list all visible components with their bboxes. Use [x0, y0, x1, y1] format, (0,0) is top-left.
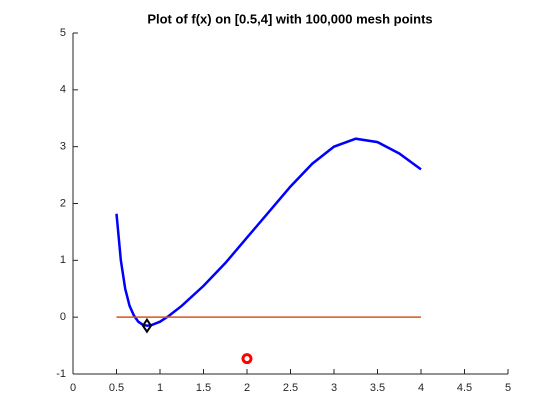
curve: [115, 137, 422, 327]
x-tick-label: 1.5: [196, 382, 211, 394]
x-tick-label: 0: [70, 382, 76, 394]
x-tick-label: 3.5: [370, 382, 385, 394]
x-tick-label: 0.5: [109, 382, 124, 394]
x-tick-label: 2.5: [283, 382, 298, 394]
minimum-marker: [141, 317, 153, 334]
x-tick-label: 4: [418, 382, 424, 394]
y-tick-label: 5: [60, 27, 66, 39]
y-tick-label: 1: [60, 254, 66, 266]
point-marker: [241, 353, 253, 365]
x-tick-label: 2: [244, 382, 250, 394]
y-tick-label: 0: [60, 311, 66, 323]
x-tick-label: 4.5: [457, 382, 472, 394]
x-tick-label: 5: [505, 382, 511, 394]
y-tick-label: 4: [60, 84, 66, 96]
x-tick-label: 3: [331, 382, 337, 394]
y-tick-label: 3: [60, 141, 66, 153]
y-tick-label: -1: [56, 368, 66, 380]
x-tick-label: 1: [157, 382, 163, 394]
y-tick-label: 2: [60, 197, 66, 209]
chart-title: Plot of f(x) on [0.5,4] with 100,000 mes…: [147, 11, 432, 26]
